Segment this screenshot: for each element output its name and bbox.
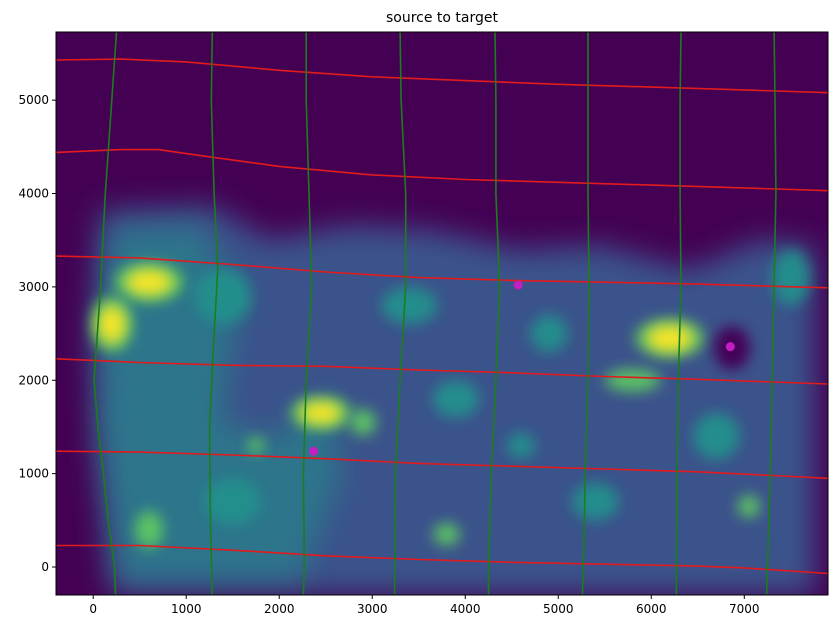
heat-blob-9 bbox=[135, 510, 163, 549]
plot-frame bbox=[55, 31, 829, 596]
vertical-grid-lines bbox=[93, 32, 777, 595]
y-tick-label: 0 bbox=[41, 560, 49, 574]
vertical-line-7 bbox=[675, 32, 682, 595]
chart-title: source to target bbox=[386, 10, 499, 26]
heat-blob-18 bbox=[204, 478, 261, 525]
vertical-line-1 bbox=[93, 32, 118, 595]
heat-blob-16 bbox=[381, 286, 438, 325]
heat-blob-2 bbox=[97, 305, 126, 343]
horizontal-grid-lines bbox=[56, 58, 828, 575]
y-axis: 0 1000 2000 3000 4000 5000 bbox=[18, 93, 56, 574]
x-tick-label: 6000 bbox=[636, 602, 667, 616]
heat-blob-1 bbox=[125, 269, 173, 296]
landmark-point-1 bbox=[513, 280, 523, 290]
y-tick-label: 2000 bbox=[18, 373, 49, 387]
heat-blob-11 bbox=[507, 432, 536, 459]
y-tick-label: 1000 bbox=[18, 467, 49, 481]
heat-blob-10 bbox=[433, 523, 460, 546]
heat-blob-19 bbox=[693, 412, 740, 460]
x-tick-label: 1000 bbox=[171, 602, 202, 616]
x-tick-label: 3000 bbox=[357, 602, 388, 616]
x-axis: 0 1000 2000 3000 4000 5000 6000 7000 bbox=[89, 595, 760, 616]
heat-blobs bbox=[90, 249, 810, 549]
x-tick-label: 5000 bbox=[543, 602, 574, 616]
plot-area bbox=[56, 32, 828, 595]
y-tick-label: 5000 bbox=[18, 93, 49, 107]
y-tick-label: 3000 bbox=[18, 280, 49, 294]
heat-blob-14 bbox=[432, 380, 480, 418]
heat-blob-8 bbox=[737, 495, 761, 518]
heat-blob-15 bbox=[195, 268, 252, 325]
heat-blob-13 bbox=[530, 314, 568, 353]
vertical-line-4 bbox=[393, 32, 407, 595]
heat-blob-5 bbox=[247, 437, 265, 455]
x-tick-label: 0 bbox=[89, 602, 97, 616]
heat-field-mid bbox=[100, 225, 340, 580]
vertical-line-6 bbox=[581, 32, 590, 595]
vertical-line-3 bbox=[302, 32, 313, 595]
heat-blob-7 bbox=[604, 369, 661, 392]
horizontal-line-3 bbox=[56, 255, 828, 289]
heat-blob-3 bbox=[646, 325, 694, 352]
heat-blob-4 bbox=[300, 401, 342, 425]
x-tick-label: 4000 bbox=[450, 602, 481, 616]
landmark-point-3 bbox=[309, 446, 319, 456]
landmark-points bbox=[309, 280, 735, 456]
horizontal-line-1 bbox=[56, 58, 828, 94]
x-tick-label: 7000 bbox=[729, 602, 760, 616]
x-tick-label: 2000 bbox=[264, 602, 295, 616]
y-tick-label: 4000 bbox=[18, 187, 49, 201]
heat-blob-17 bbox=[572, 482, 619, 521]
horizontal-line-6 bbox=[56, 544, 828, 575]
vertical-line-8 bbox=[765, 32, 777, 595]
horizontal-line-2 bbox=[56, 148, 828, 192]
vertical-line-2 bbox=[208, 32, 219, 595]
heat-blob-6 bbox=[349, 409, 376, 436]
heat-blob-12 bbox=[772, 249, 810, 306]
horizontal-line-5 bbox=[56, 450, 828, 480]
landmark-point-2 bbox=[725, 342, 735, 352]
vertical-line-5 bbox=[487, 32, 501, 595]
horizontal-line-4 bbox=[56, 358, 828, 385]
